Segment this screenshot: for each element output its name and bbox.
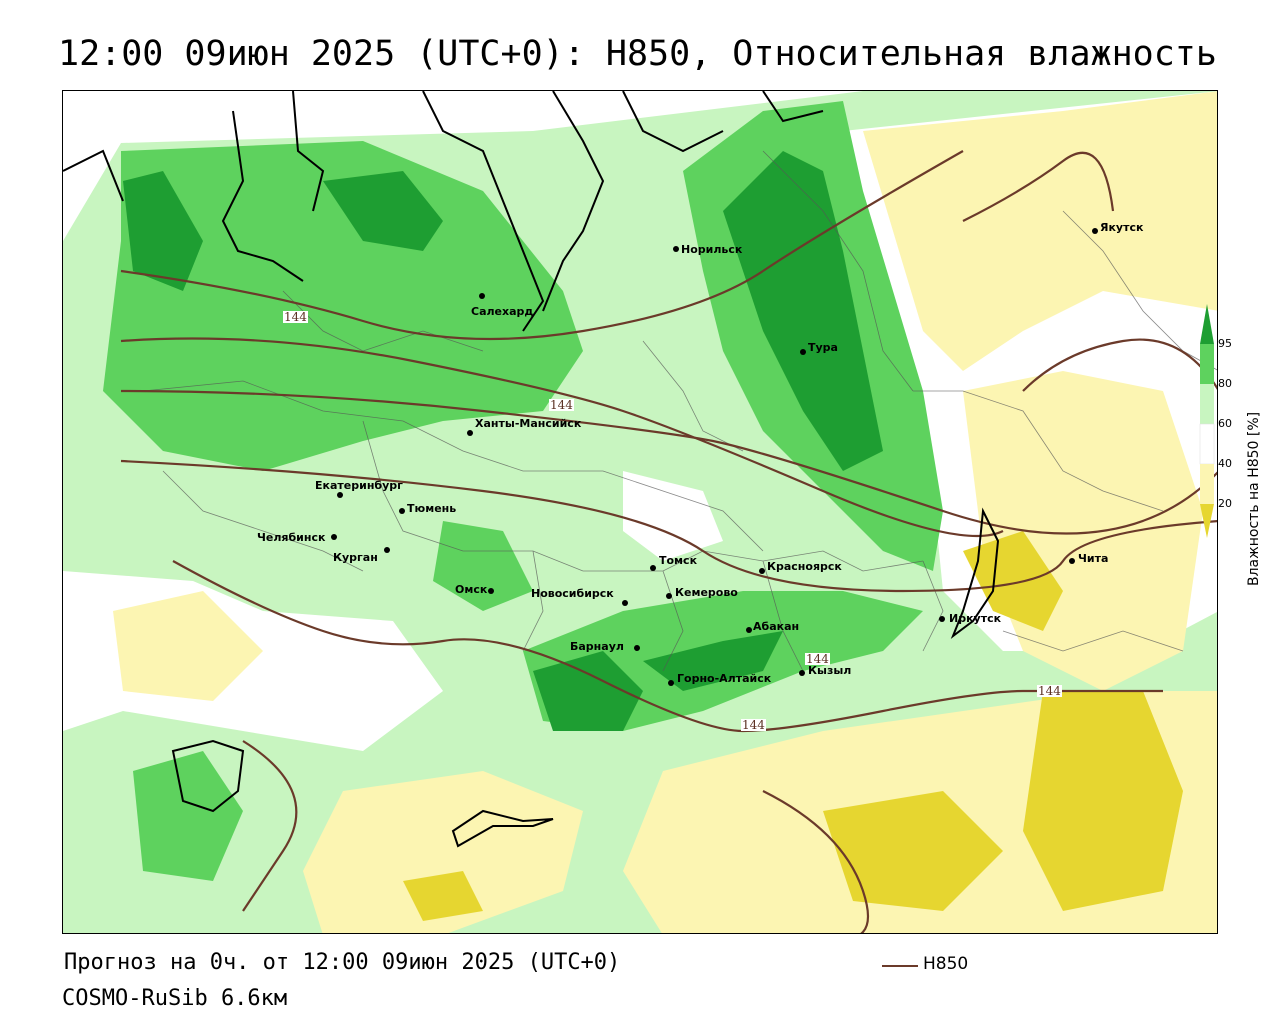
humidity-field-20 (303, 771, 583, 933)
region-borders (142, 150, 1217, 672)
city-label-kyzyl: Кызыл (808, 664, 852, 677)
city-marker (384, 547, 390, 553)
city-label-tomsk: Томск (659, 554, 698, 567)
city-marker (467, 430, 473, 436)
city-marker (939, 616, 945, 622)
humidity-field-80 (133, 751, 243, 881)
colorbar-tick: 95 (1218, 337, 1232, 350)
city-marker (622, 600, 628, 606)
city-marker (1092, 228, 1098, 234)
humidity-field-80 (433, 521, 533, 611)
humidity-field-0 (963, 531, 1063, 631)
city-marker (650, 565, 656, 571)
contour-legend-line (882, 965, 918, 967)
city-marker (746, 627, 752, 633)
city-label-yakutsk: Якутск (1100, 221, 1144, 234)
forecast-info: Прогноз на 0ч. от 12:00 09июн 2025 (UTC+… (64, 950, 621, 975)
city-marker (666, 593, 672, 599)
humidity-field-20 (113, 591, 263, 701)
colorbar-caption: Влажность на H850 [%] (1246, 411, 1262, 586)
coastlines (63, 91, 1000, 848)
humidity-field-95 (643, 631, 783, 691)
city-label-tura: Тура (808, 341, 838, 354)
city-marker (800, 349, 806, 355)
city-label-gorno-altaysk: Горно-Алтайск (677, 672, 772, 685)
contour-label: 144 (1037, 684, 1062, 698)
city-label-abakan: Абакан (753, 620, 800, 633)
city-marker (488, 588, 494, 594)
h850-contours (120, 150, 1217, 933)
humidity-field-80 (103, 141, 583, 471)
city-label-chelyabinsk: Челябинск (257, 531, 326, 544)
contour-legend-label: H850 (923, 954, 969, 974)
city-label-barnaul: Барнаул (570, 640, 624, 653)
humidity-field-20 (863, 91, 1217, 371)
city-label-norilsk: Норильск (681, 243, 743, 256)
city-label-ekaterinburg: Екатеринбург (315, 479, 403, 492)
map-title: 12:00 09июн 2025 (UTC+0): H850, Относите… (58, 34, 1217, 74)
city-marker (479, 293, 485, 299)
colorbar: 95 80 60 40 20 (1198, 302, 1278, 542)
humidity-field-95 (533, 651, 643, 731)
colorbar-tick: 40 (1218, 457, 1232, 470)
humidity-field-0 (403, 871, 483, 921)
colorbar-swatches (1199, 304, 1215, 538)
colorbar-tick: 20 (1218, 497, 1232, 510)
city-label-chita: Чита (1078, 552, 1109, 565)
city-label-omsk: Омск (455, 583, 488, 596)
humidity-field-95 (123, 171, 203, 291)
colorbar-tick: 60 (1218, 417, 1232, 430)
humidity-field-95 (723, 151, 883, 471)
city-marker (668, 680, 674, 686)
humidity-field-40 (623, 471, 723, 561)
contour-label: 144 (741, 718, 766, 732)
city-label-irkutsk: Иркутск (949, 612, 1002, 625)
contour-label: 144 (283, 310, 308, 324)
city-marker (799, 670, 805, 676)
humidity-field-0 (823, 791, 1003, 911)
city-marker (759, 568, 765, 574)
forecast-map: 144 144 144 144 144 Якутск Норильск Сале… (62, 90, 1218, 934)
city-marker (1069, 558, 1075, 564)
city-label-kemerovo: Кемерово (675, 586, 738, 599)
map-canvas (63, 91, 1217, 933)
humidity-field-95 (323, 171, 443, 251)
city-marker (673, 246, 679, 252)
contour-label: 144 (805, 652, 830, 666)
city-label-novosibirsk: Новосибирск (531, 587, 614, 600)
model-name: COSMO-RuSib 6.6км (62, 986, 288, 1011)
city-marker (634, 645, 640, 651)
city-marker (399, 508, 405, 514)
city-label-khanty-mansiysk: Ханты-Мансийск (475, 417, 582, 430)
city-label-salekhard: Салехард (471, 305, 534, 318)
colorbar-tick: 80 (1218, 377, 1232, 390)
city-marker (331, 534, 337, 540)
city-label-tyumen: Тюмень (407, 502, 457, 515)
city-label-kurgan: Курган (333, 551, 378, 564)
city-label-krasnoyarsk: Красноярск (767, 560, 842, 573)
city-marker (337, 492, 343, 498)
humidity-field-0 (1023, 691, 1183, 911)
contour-label: 144 (549, 398, 574, 412)
